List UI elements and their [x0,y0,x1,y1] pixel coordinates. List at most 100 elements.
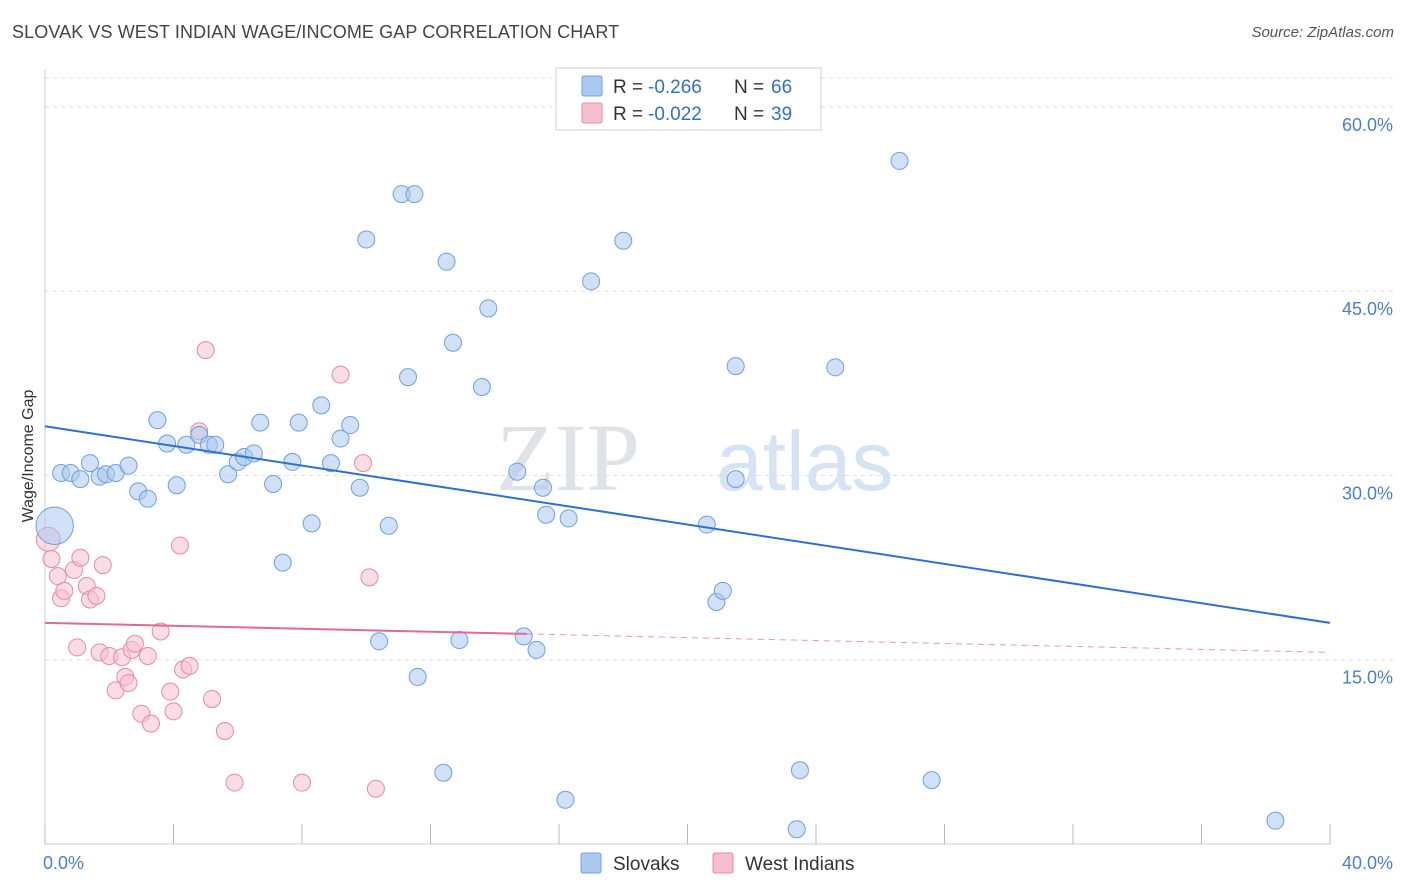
legend-n-value-2: 39 [771,104,792,125]
west-indians-point [164,702,183,721]
slovaks-point [289,413,308,432]
series-legend: Slovaks West Indians [580,852,854,875]
slovaks-point [331,429,350,448]
slovaks-point [556,790,575,809]
gridlines [45,77,1395,661]
slovaks-point [80,454,99,473]
west-indians-points [35,341,385,798]
west-indians-point [170,536,189,555]
y-tick-label: 45.0% [1342,299,1393,319]
slovaks-points [35,151,1285,839]
slovaks-point [826,358,845,377]
west-indians-point [125,634,144,653]
slovaks-point [408,667,427,686]
west-indians-point [225,773,244,792]
slovaks-point [537,505,556,524]
west-indians-point [180,656,199,675]
slovaks-point [357,230,376,249]
y-tick-label: 30.0% [1342,483,1393,503]
series-legend-swatch-slovaks [580,852,602,874]
legend-r-label-1: R = [613,77,643,98]
slovaks-point [148,411,167,430]
legend-box: R = -0.266 N = 66 R = -0.022 N = 39 [555,67,822,131]
slovaks-point [443,333,462,352]
slovaks-point [922,771,941,790]
slovaks-point [479,299,498,318]
west-indians-point [87,586,106,605]
legend-r-value-1: -0.266 [648,77,702,98]
slovaks-point [264,475,283,494]
slovaks-point [71,470,90,489]
legend-n-label-1: N = [734,77,764,98]
west-indians-point [161,682,180,701]
slovaks-point [399,368,418,387]
legend-n-label-2: N = [734,104,764,125]
west-indians-point [203,690,222,709]
slovaks-point [726,470,745,489]
slovaks-point [472,377,491,396]
slovaks-point [350,478,369,497]
west-indians-point [366,779,385,798]
slovaks-point [273,553,292,572]
slovaks-point [119,456,138,475]
slovaks-point [697,515,716,534]
y-tick-label: 15.0% [1342,668,1393,688]
slovaks-trend-line [44,425,1331,624]
slovaks-point [508,462,527,481]
watermark-zip: ZIP [496,404,640,511]
slovaks-point [890,151,909,170]
axes [44,70,1331,845]
west-indians-point [68,638,87,657]
west-indians-point [55,581,74,600]
legend-r-value-2: -0.022 [648,104,702,125]
west-indians-point [142,714,161,733]
legend-r-label-2: R = [613,104,643,125]
slovaks-point [437,252,456,271]
slovaks-point [514,627,533,646]
watermark-atlas: atlas [716,414,893,508]
slovaks-point [450,631,469,650]
slovaks-point [370,632,389,651]
west-indians-point [215,721,234,740]
slovaks-point [787,820,806,839]
slovaks-point [167,476,186,495]
west-indians-trend-line-extrapolated [526,633,1331,653]
west-indians-point [93,556,112,575]
y-axis-label: Wage/Income Gap [20,390,37,523]
west-indians-point [360,568,379,587]
legend-n-value-1: 66 [771,77,792,98]
slovaks-point [35,506,74,545]
west-indians-point [42,549,61,568]
slovaks-point [379,516,398,535]
slovaks-point [533,478,552,497]
slovaks-point [302,514,321,533]
series-legend-label-slovaks: Slovaks [613,854,680,875]
trend-lines [44,425,1331,653]
slovaks-point [405,185,424,204]
slovaks-point [726,357,745,376]
slovaks-point [138,489,157,508]
west-indians-point [138,647,157,666]
slovaks-point [434,763,453,782]
slovaks-point [321,454,340,473]
slovaks-point [312,396,331,415]
chart-title: SLOVAK VS WEST INDIAN WAGE/INCOME GAP CO… [12,22,620,42]
source-label: Source: ZipAtlas.com [1251,24,1394,41]
x-tick-label: 0.0% [43,853,84,873]
slovaks-point [527,640,546,659]
series-legend-label-west-indians: West Indians [745,854,854,875]
x-tick-label: 40.0% [1342,853,1393,873]
watermark: ZIP atlas [496,404,893,511]
west-indians-trend-line [44,621,527,635]
slovaks-point [614,231,633,250]
slovaks-point [559,509,578,528]
west-indians-point [119,674,138,693]
slovaks-point [582,272,601,291]
slovaks-point [790,761,809,780]
slovaks-point [341,416,360,435]
series-legend-swatch-west-indians [712,852,734,874]
west-indians-point [151,622,170,641]
y-tick-label: 60.0% [1342,115,1393,135]
west-indians-point [71,548,90,567]
